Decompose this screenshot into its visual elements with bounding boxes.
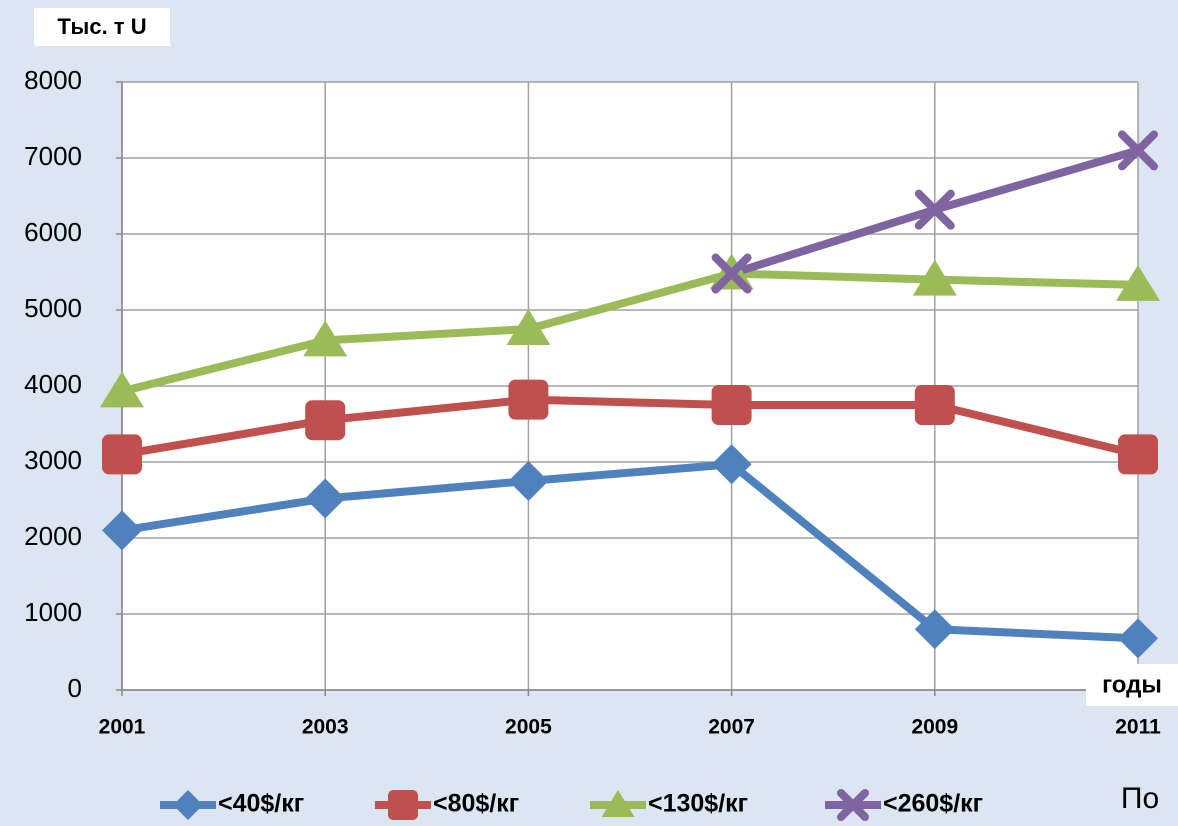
y-label-box bbox=[34, 8, 170, 46]
y-axis-label: Тыс. т U bbox=[57, 14, 146, 39]
marker bbox=[914, 609, 955, 650]
marker bbox=[1118, 434, 1158, 475]
y-tick-label: 5000 bbox=[24, 293, 82, 323]
marker bbox=[305, 400, 346, 441]
marker bbox=[305, 478, 346, 519]
marker bbox=[837, 789, 869, 821]
y-tick-label: 8000 bbox=[24, 65, 82, 95]
marker bbox=[601, 790, 635, 817]
x-tick-label: 2001 bbox=[99, 716, 146, 739]
marker bbox=[508, 461, 549, 501]
series-line bbox=[121, 395, 1139, 459]
y-tick-label: 6000 bbox=[24, 217, 82, 247]
marker bbox=[506, 309, 551, 345]
marker bbox=[1118, 618, 1158, 659]
x-label-box bbox=[1086, 664, 1178, 706]
y-tick-label: 7000 bbox=[24, 141, 82, 171]
marker bbox=[508, 379, 549, 420]
y-tick-label: 1000 bbox=[24, 597, 82, 627]
y-tick-label: 2000 bbox=[24, 521, 82, 551]
marker bbox=[1118, 130, 1158, 171]
x-tick-label: 2011 bbox=[1115, 716, 1161, 739]
marker bbox=[914, 189, 955, 230]
x-tick-label: 2003 bbox=[302, 716, 349, 739]
marker bbox=[1116, 264, 1160, 301]
marker bbox=[912, 259, 957, 296]
legend-label: <130$/кг bbox=[648, 790, 748, 818]
y-tick-label: 3000 bbox=[24, 445, 82, 475]
marker bbox=[102, 510, 142, 551]
marker bbox=[303, 320, 348, 357]
marker bbox=[100, 371, 144, 408]
marker bbox=[173, 790, 203, 820]
legend-label: <260$/кг bbox=[883, 790, 983, 818]
y-tick-label: 4000 bbox=[24, 369, 82, 399]
marker bbox=[711, 253, 752, 294]
marker bbox=[388, 790, 418, 820]
marker bbox=[914, 385, 955, 425]
legend-label: <80$/кг bbox=[433, 790, 519, 818]
marker bbox=[711, 385, 752, 425]
marker bbox=[102, 434, 142, 475]
footer-text: По bbox=[1121, 782, 1159, 815]
x-tick-label: 2005 bbox=[505, 716, 552, 739]
x-axis-label: годы bbox=[1102, 671, 1162, 698]
y-tick-label: 0 bbox=[68, 673, 82, 703]
marker bbox=[711, 444, 752, 485]
series-line bbox=[121, 269, 1139, 396]
legend-label: <40$/кг bbox=[218, 790, 304, 818]
series-line bbox=[121, 460, 1139, 643]
x-tick-label: 2007 bbox=[708, 716, 755, 739]
x-tick-label: 2009 bbox=[911, 716, 958, 739]
